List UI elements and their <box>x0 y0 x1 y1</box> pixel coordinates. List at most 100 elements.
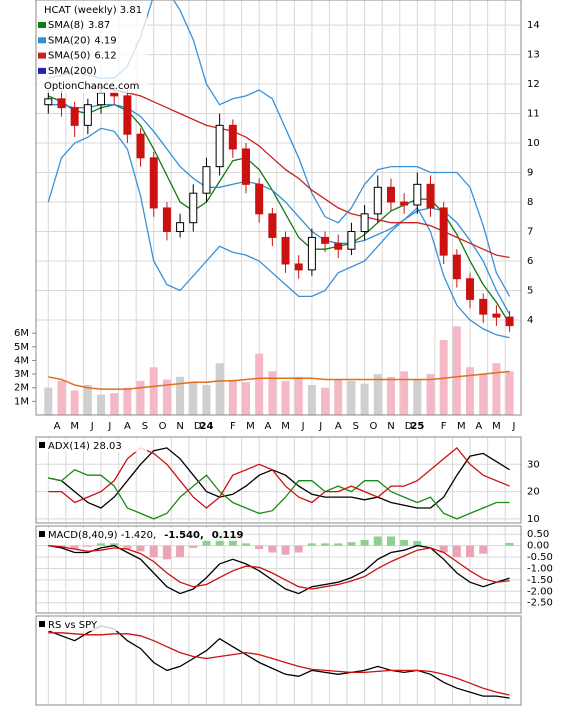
histogram-bar <box>83 545 92 547</box>
histogram-bar <box>241 543 250 546</box>
x-tick-label: A <box>335 421 342 432</box>
candle-body <box>466 278 475 300</box>
histogram-bar <box>307 543 316 546</box>
volume-bar <box>479 374 488 415</box>
panel-title: ADX(14) 28.03 <box>48 441 122 452</box>
volume-tick-label: 4M <box>14 355 29 366</box>
x-tick-label: N <box>387 421 394 432</box>
x-tick-label: A <box>124 421 131 432</box>
y-tick-label: 8 <box>527 197 533 208</box>
volume-bar <box>189 382 198 415</box>
histogram-bar <box>97 543 106 546</box>
indicator-line <box>48 625 510 699</box>
volume-bar <box>386 376 395 415</box>
candle-body <box>426 183 435 209</box>
legend-value: 4.19 <box>94 35 116 46</box>
x-tick-label: J <box>318 421 322 432</box>
volume-bar <box>255 353 264 415</box>
y-tick-label: 10 <box>527 138 540 149</box>
label-marker <box>39 621 45 627</box>
candle-body <box>505 316 514 327</box>
candle-body <box>70 107 79 126</box>
x-tick-label: M <box>457 421 466 432</box>
volume-bar <box>321 387 330 415</box>
volume-tick-label: 6M <box>14 328 29 339</box>
legend-label: SMA(50) <box>48 51 90 62</box>
candle-body <box>347 231 356 250</box>
histogram-bar <box>400 539 409 546</box>
volume-bar <box>334 379 343 415</box>
y-tick-label: 12 <box>527 79 540 90</box>
legend-swatch <box>38 67 46 74</box>
legend-label: SMA(8) <box>48 20 84 31</box>
x-tick-label: M <box>281 421 290 432</box>
candle-body <box>83 104 92 126</box>
histogram-bar <box>373 536 382 546</box>
y-tick-label: 30 <box>527 459 540 470</box>
histogram-bar <box>479 545 488 554</box>
histogram-bar <box>149 545 158 558</box>
indicator-line <box>48 469 510 520</box>
candle-body <box>452 254 461 280</box>
band-lower <box>47 127 510 339</box>
histogram-bar <box>452 545 461 558</box>
legend-swatch <box>38 37 46 44</box>
x-tick-label: M <box>70 421 79 432</box>
volume-tick-label: 2M <box>14 383 29 394</box>
x-tick-label: F <box>230 421 236 432</box>
volume-bar <box>149 367 158 415</box>
candle-body <box>294 263 303 271</box>
legend-value: 6.12 <box>94 51 116 62</box>
candle-body <box>334 242 343 250</box>
volume-tick-label: 5M <box>14 342 29 353</box>
candle-body <box>136 133 145 159</box>
histogram-bar <box>268 545 277 553</box>
candle-body <box>97 92 106 106</box>
volume-bar <box>136 380 145 415</box>
candle-body <box>386 186 395 203</box>
x-tick-label: N <box>176 421 183 432</box>
candle-body <box>268 213 277 238</box>
histogram-bar <box>413 541 422 546</box>
histogram-bar <box>360 539 369 546</box>
label-bg <box>37 618 147 631</box>
candle-body <box>479 298 488 315</box>
x-tick-label: A <box>265 421 272 432</box>
volume-bar <box>110 393 119 415</box>
histogram-bar <box>162 545 171 560</box>
candle-body <box>215 124 224 168</box>
volume-bar <box>505 371 514 415</box>
volume-bar <box>176 376 185 415</box>
candle-body <box>413 183 422 206</box>
volume-bar <box>281 380 290 415</box>
indicator-line <box>48 447 510 509</box>
candle-body <box>176 222 185 233</box>
legend-bg <box>37 1 147 93</box>
volume-bar <box>162 379 171 415</box>
legend-label: SMA(20) <box>48 35 90 46</box>
candle-body <box>162 207 171 233</box>
panel-frame <box>35 436 522 524</box>
histogram-bar <box>334 543 343 546</box>
watermark: OptionChance.com <box>44 81 139 92</box>
volume-bar <box>294 376 303 415</box>
histogram-bar <box>70 545 79 550</box>
x-tick-label: F <box>441 421 447 432</box>
y-tick-label: 10 <box>527 514 540 525</box>
legend-swatch <box>38 52 46 59</box>
volume-bar <box>241 382 250 415</box>
label-bg <box>37 439 147 452</box>
y-tick-label: -0.50 <box>527 552 553 563</box>
chart-title: HCAT (weekly) 3.81 <box>44 5 142 16</box>
volume-bar <box>228 379 237 415</box>
volume-bar <box>57 380 66 415</box>
candle-body <box>57 98 66 109</box>
volume-bar <box>202 385 211 415</box>
y-tick-label: -2.50 <box>527 598 553 609</box>
histogram-bar <box>505 542 514 546</box>
x-tick-label: A <box>475 421 482 432</box>
y-tick-label: 6 <box>527 256 533 267</box>
panel-frame <box>35 615 522 706</box>
histogram-bar <box>110 543 119 546</box>
histogram-bar <box>189 545 198 548</box>
